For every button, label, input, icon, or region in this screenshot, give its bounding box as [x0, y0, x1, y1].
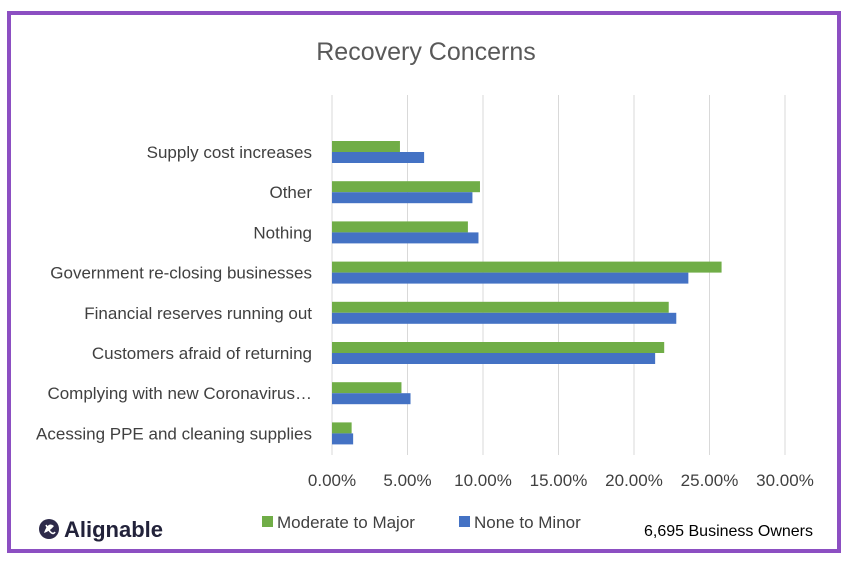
chart-frame: Recovery Concerns Supply cost increases O… — [7, 11, 841, 553]
x-tick-label: 0.00% — [308, 471, 356, 490]
bar-moderate-to-major — [332, 301, 669, 313]
bar-moderate-to-major — [332, 221, 468, 233]
x-tick-label: 25.00% — [681, 471, 739, 490]
x-tick-label: 10.00% — [454, 471, 512, 490]
category-label: Financial reserves running out — [84, 304, 312, 323]
legend: Moderate to Major None to Minor — [262, 513, 581, 532]
x-tick-labels: 0.00% 5.00% 10.00% 15.00% 20.00% 25.00% 30.00% — [308, 471, 814, 490]
bar-none-to-minor — [332, 232, 479, 244]
bars — [332, 141, 722, 445]
category-label: Other — [269, 183, 312, 202]
bar-none-to-minor — [332, 152, 425, 163]
bar-none-to-minor — [332, 353, 656, 364]
x-tick-label: 5.00% — [383, 471, 431, 490]
category-label: Acessing PPE and cleaning supplies — [36, 424, 312, 443]
category-label: Complying with new Coronavirus… — [47, 384, 312, 403]
bar-moderate-to-major — [332, 141, 400, 152]
x-tick-label: 20.00% — [605, 471, 663, 490]
alignable-logo: Alignable — [39, 517, 163, 542]
category-labels: Supply cost increases Other Nothing Governm… — [36, 143, 312, 443]
bar-moderate-to-major — [332, 422, 352, 434]
legend-swatch — [262, 516, 273, 527]
alignable-logo-icon — [39, 519, 59, 539]
category-label: Customers afraid of returning — [92, 344, 312, 363]
bar-none-to-minor — [332, 272, 689, 284]
bar-moderate-to-major — [332, 382, 402, 394]
x-tick-label: 15.00% — [530, 471, 588, 490]
legend-label: Moderate to Major — [277, 513, 415, 532]
category-label: Nothing — [253, 223, 312, 242]
bar-moderate-to-major — [332, 181, 480, 193]
chart-svg: Recovery Concerns Supply cost increases O… — [36, 38, 814, 542]
bar-none-to-minor — [332, 433, 354, 445]
legend-label: None to Minor — [474, 513, 581, 532]
category-label: Supply cost increases — [147, 143, 312, 162]
bar-moderate-to-major — [332, 261, 722, 273]
logo-text: Alignable — [64, 517, 163, 542]
chart-title: Recovery Concerns — [316, 38, 536, 66]
legend-swatch — [459, 516, 470, 527]
bar-none-to-minor — [332, 192, 473, 204]
bar-moderate-to-major — [332, 342, 665, 353]
x-tick-label: 30.00% — [756, 471, 814, 490]
bar-none-to-minor — [332, 393, 411, 405]
bar-none-to-minor — [332, 312, 677, 324]
respondent-note: 6,695 Business Owners — [644, 523, 813, 540]
category-label: Government re-closing businesses — [50, 264, 312, 283]
